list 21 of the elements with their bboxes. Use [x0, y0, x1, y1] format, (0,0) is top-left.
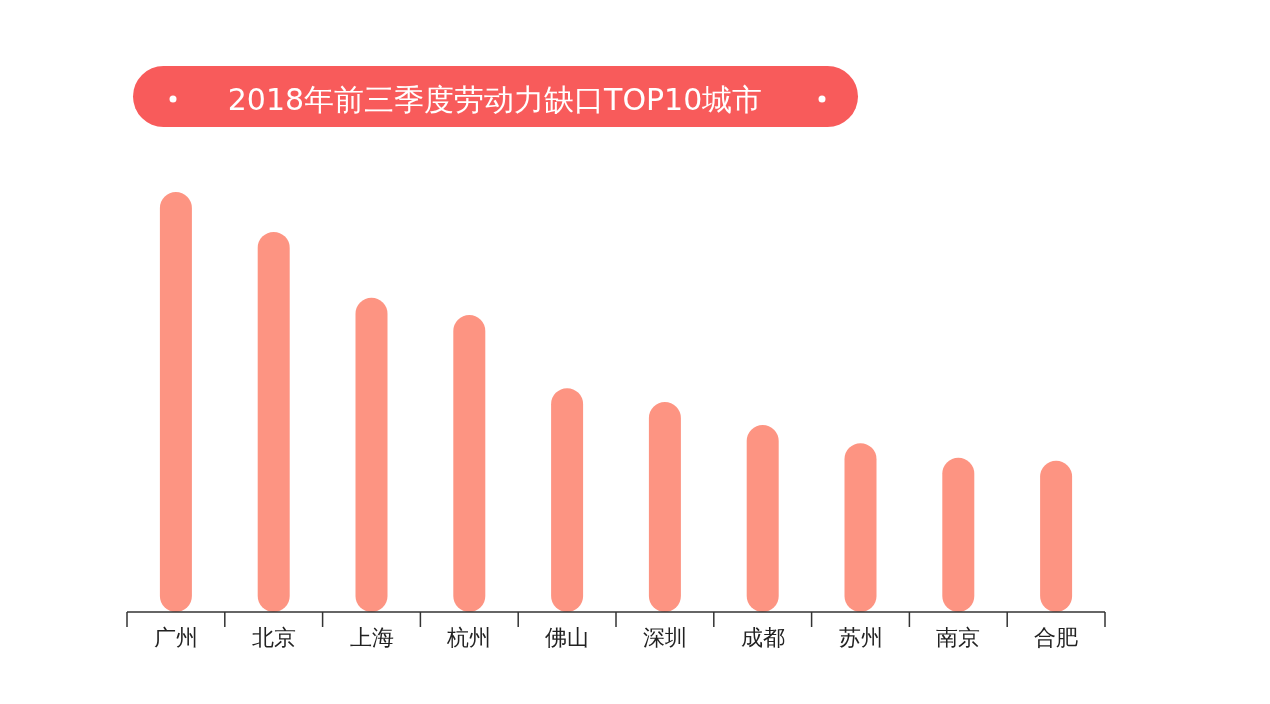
- bar: [551, 388, 584, 612]
- bar: [942, 457, 975, 612]
- chart-title: 2018年前三季度劳动力缺口TOP10城市: [227, 82, 763, 117]
- bar: [159, 192, 192, 612]
- x-tick-label: 深圳: [642, 625, 687, 650]
- bar: [453, 315, 486, 612]
- x-tick-label: 北京: [251, 625, 296, 650]
- x-tick-label: 上海: [349, 625, 394, 650]
- x-tick-label: 苏州: [838, 625, 883, 650]
- x-tick-label: 南京: [936, 625, 981, 650]
- x-tick-label: 杭州: [446, 625, 492, 650]
- bar: [648, 402, 681, 612]
- x-tick-label: 成都: [740, 625, 785, 650]
- bar: [257, 231, 290, 612]
- bar: [1040, 460, 1073, 612]
- x-tick-label: 合肥: [1034, 625, 1079, 650]
- x-tick-label: 广州: [153, 625, 198, 650]
- bar: [355, 297, 388, 612]
- bar: [844, 443, 877, 612]
- bar: [746, 425, 779, 612]
- x-tick-label: 佛山: [545, 625, 590, 650]
